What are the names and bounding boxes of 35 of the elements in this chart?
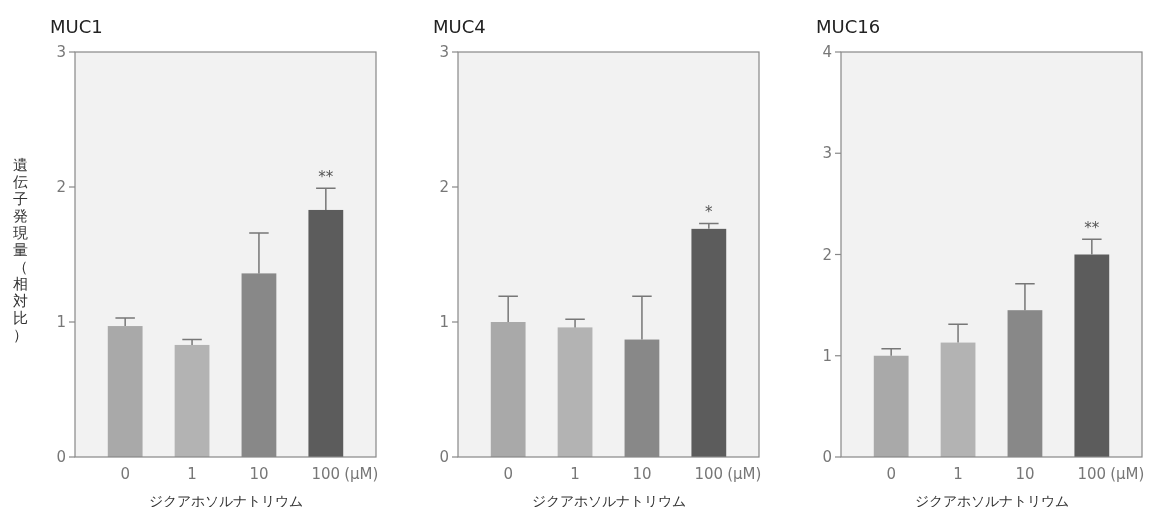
- y-tick-label: 3: [439, 43, 449, 61]
- y-tick-label: 1: [822, 346, 832, 365]
- x-tick-label: 1: [570, 465, 580, 483]
- chart-title: MUC1: [50, 16, 103, 37]
- text: (μM): [1110, 465, 1145, 483]
- chart-title: MUC16: [816, 16, 881, 37]
- y-tick-label: 2: [56, 178, 66, 196]
- x-tick-label: 10: [1015, 465, 1035, 483]
- y-tick-label: 3: [822, 144, 832, 163]
- text: (μM): [727, 465, 762, 483]
- y-tick-label: 0: [439, 448, 449, 466]
- y-tick-label: 0: [822, 448, 832, 466]
- x-tick-label: 0: [120, 465, 130, 483]
- annotation: *: [705, 203, 714, 222]
- x-tick-label: 1: [187, 465, 197, 483]
- y-tick-label: 1: [439, 313, 449, 331]
- x-tick-label: 10: [249, 465, 269, 483]
- x-tick-label: 0: [503, 465, 513, 483]
- y-tick-label: 4: [822, 43, 832, 61]
- chart-title: MUC4: [433, 16, 486, 37]
- y-tick-label: 2: [439, 178, 449, 196]
- y-tick-label: 2: [822, 245, 832, 264]
- x-tick-label: 1: [953, 465, 963, 483]
- x-tick-label: 100: [694, 465, 724, 483]
- x-tick-label: 100: [1077, 465, 1107, 483]
- x-tick-label: 100: [311, 465, 341, 483]
- y-tick-label: 3: [56, 43, 66, 61]
- annotation: **: [318, 168, 334, 187]
- annotation: **: [1084, 219, 1100, 238]
- text: (μM): [344, 465, 379, 483]
- x-tick-label: 10: [632, 465, 652, 483]
- text: 遺伝子発現量（相対比）: [12, 155, 28, 344]
- x-tick-label: 0: [886, 465, 896, 483]
- y-tick-label: 0: [56, 448, 66, 466]
- y-tick-label: 1: [56, 313, 66, 331]
